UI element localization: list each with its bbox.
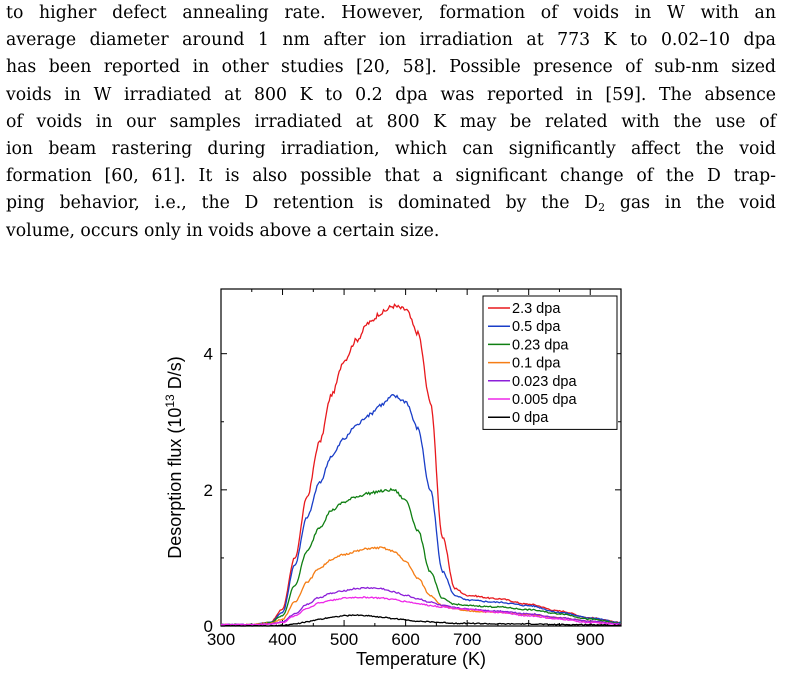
y-axis-label-exponent: 13 [163,394,177,408]
series-line-0-005-dpa [220,595,622,626]
series-line-0-5-dpa [220,394,622,626]
paragraph-line: of voids in our samples irradiated at 80… [6,109,776,136]
legend-entry: 0.023 dpa [512,374,577,390]
plot-frame [220,288,622,627]
body-paragraph: to higher defect annealing rate. However… [6,0,776,245]
line-text: formation [60, 61]. It is also possible … [6,166,776,187]
y-tick-label: 4 [204,345,213,364]
paragraph-line: has been reported in other studies [20, … [6,54,776,81]
legend-entry: 0.23 dpa [512,337,569,353]
paragraph-line: to higher defect annealing rate. However… [6,0,776,27]
line-text: has been reported in other studies [20, … [6,57,776,78]
paragraph-line: average diameter around 1 nm after ion i… [6,27,776,54]
legend-entry: 2.3 dpa [512,301,561,317]
paragraph-line: volume, occurs only in voids above a cer… [6,218,776,245]
legend-entry: 0 dpa [512,410,549,426]
line-text: ping behavior, i.e., the D retention is … [6,193,599,214]
x-tick-label: 800 [515,630,543,649]
line-text: to higher defect annealing rate. However… [6,3,776,23]
paragraph-line: formation [60, 61]. It is also possible … [6,163,776,190]
line-text: ion beam rastering during irradiation, w… [6,139,776,160]
legend-entry: 0.1 dpa [512,356,561,372]
x-tick-label: 700 [453,630,481,649]
series-line-0-023-dpa [220,586,622,626]
series-line-0-23-dpa [220,487,622,626]
y-tick-label: 0 [204,617,213,636]
x-axis-label: Temperature (K) [356,649,486,669]
subscript: 2 [598,201,606,215]
y-axis-label-unit: D/s) [165,356,185,394]
x-tick-label: 500 [330,630,358,649]
x-tick-label: 300 [207,630,235,649]
series-line-2-3-dpa [221,303,622,626]
paragraph-line: ion beam rastering during irradiation, w… [6,136,776,163]
line-text: volume, occurs only in voids above a cer… [6,220,440,241]
series-line-0-dpa [221,613,622,627]
x-tick-label: 600 [391,630,419,649]
y-axis-label-main: Desorption flux (10 [165,408,185,559]
line-text: average diameter around 1 nm after ion i… [6,30,776,51]
x-tick-label: 400 [268,630,296,649]
line-text: gas in the void [605,193,776,214]
legend-entry: 0.5 dpa [512,319,561,335]
line-text: of voids in our samples irradiated at 80… [6,111,776,132]
y-tick-label: 2 [204,481,213,500]
line-text: voids in W irradiated at 800 K to 0.2 dp… [6,84,776,105]
legend-entry: 0.005 dpa [512,392,577,408]
paragraph-line: voids in W irradiated at 800 K to 0.2 dp… [6,82,776,109]
x-tick-label: 900 [576,630,604,649]
paragraph-line: ping behavior, i.e., the D retention is … [6,190,776,217]
y-axis-label: Desorption flux (1013 D/s) [163,356,185,558]
